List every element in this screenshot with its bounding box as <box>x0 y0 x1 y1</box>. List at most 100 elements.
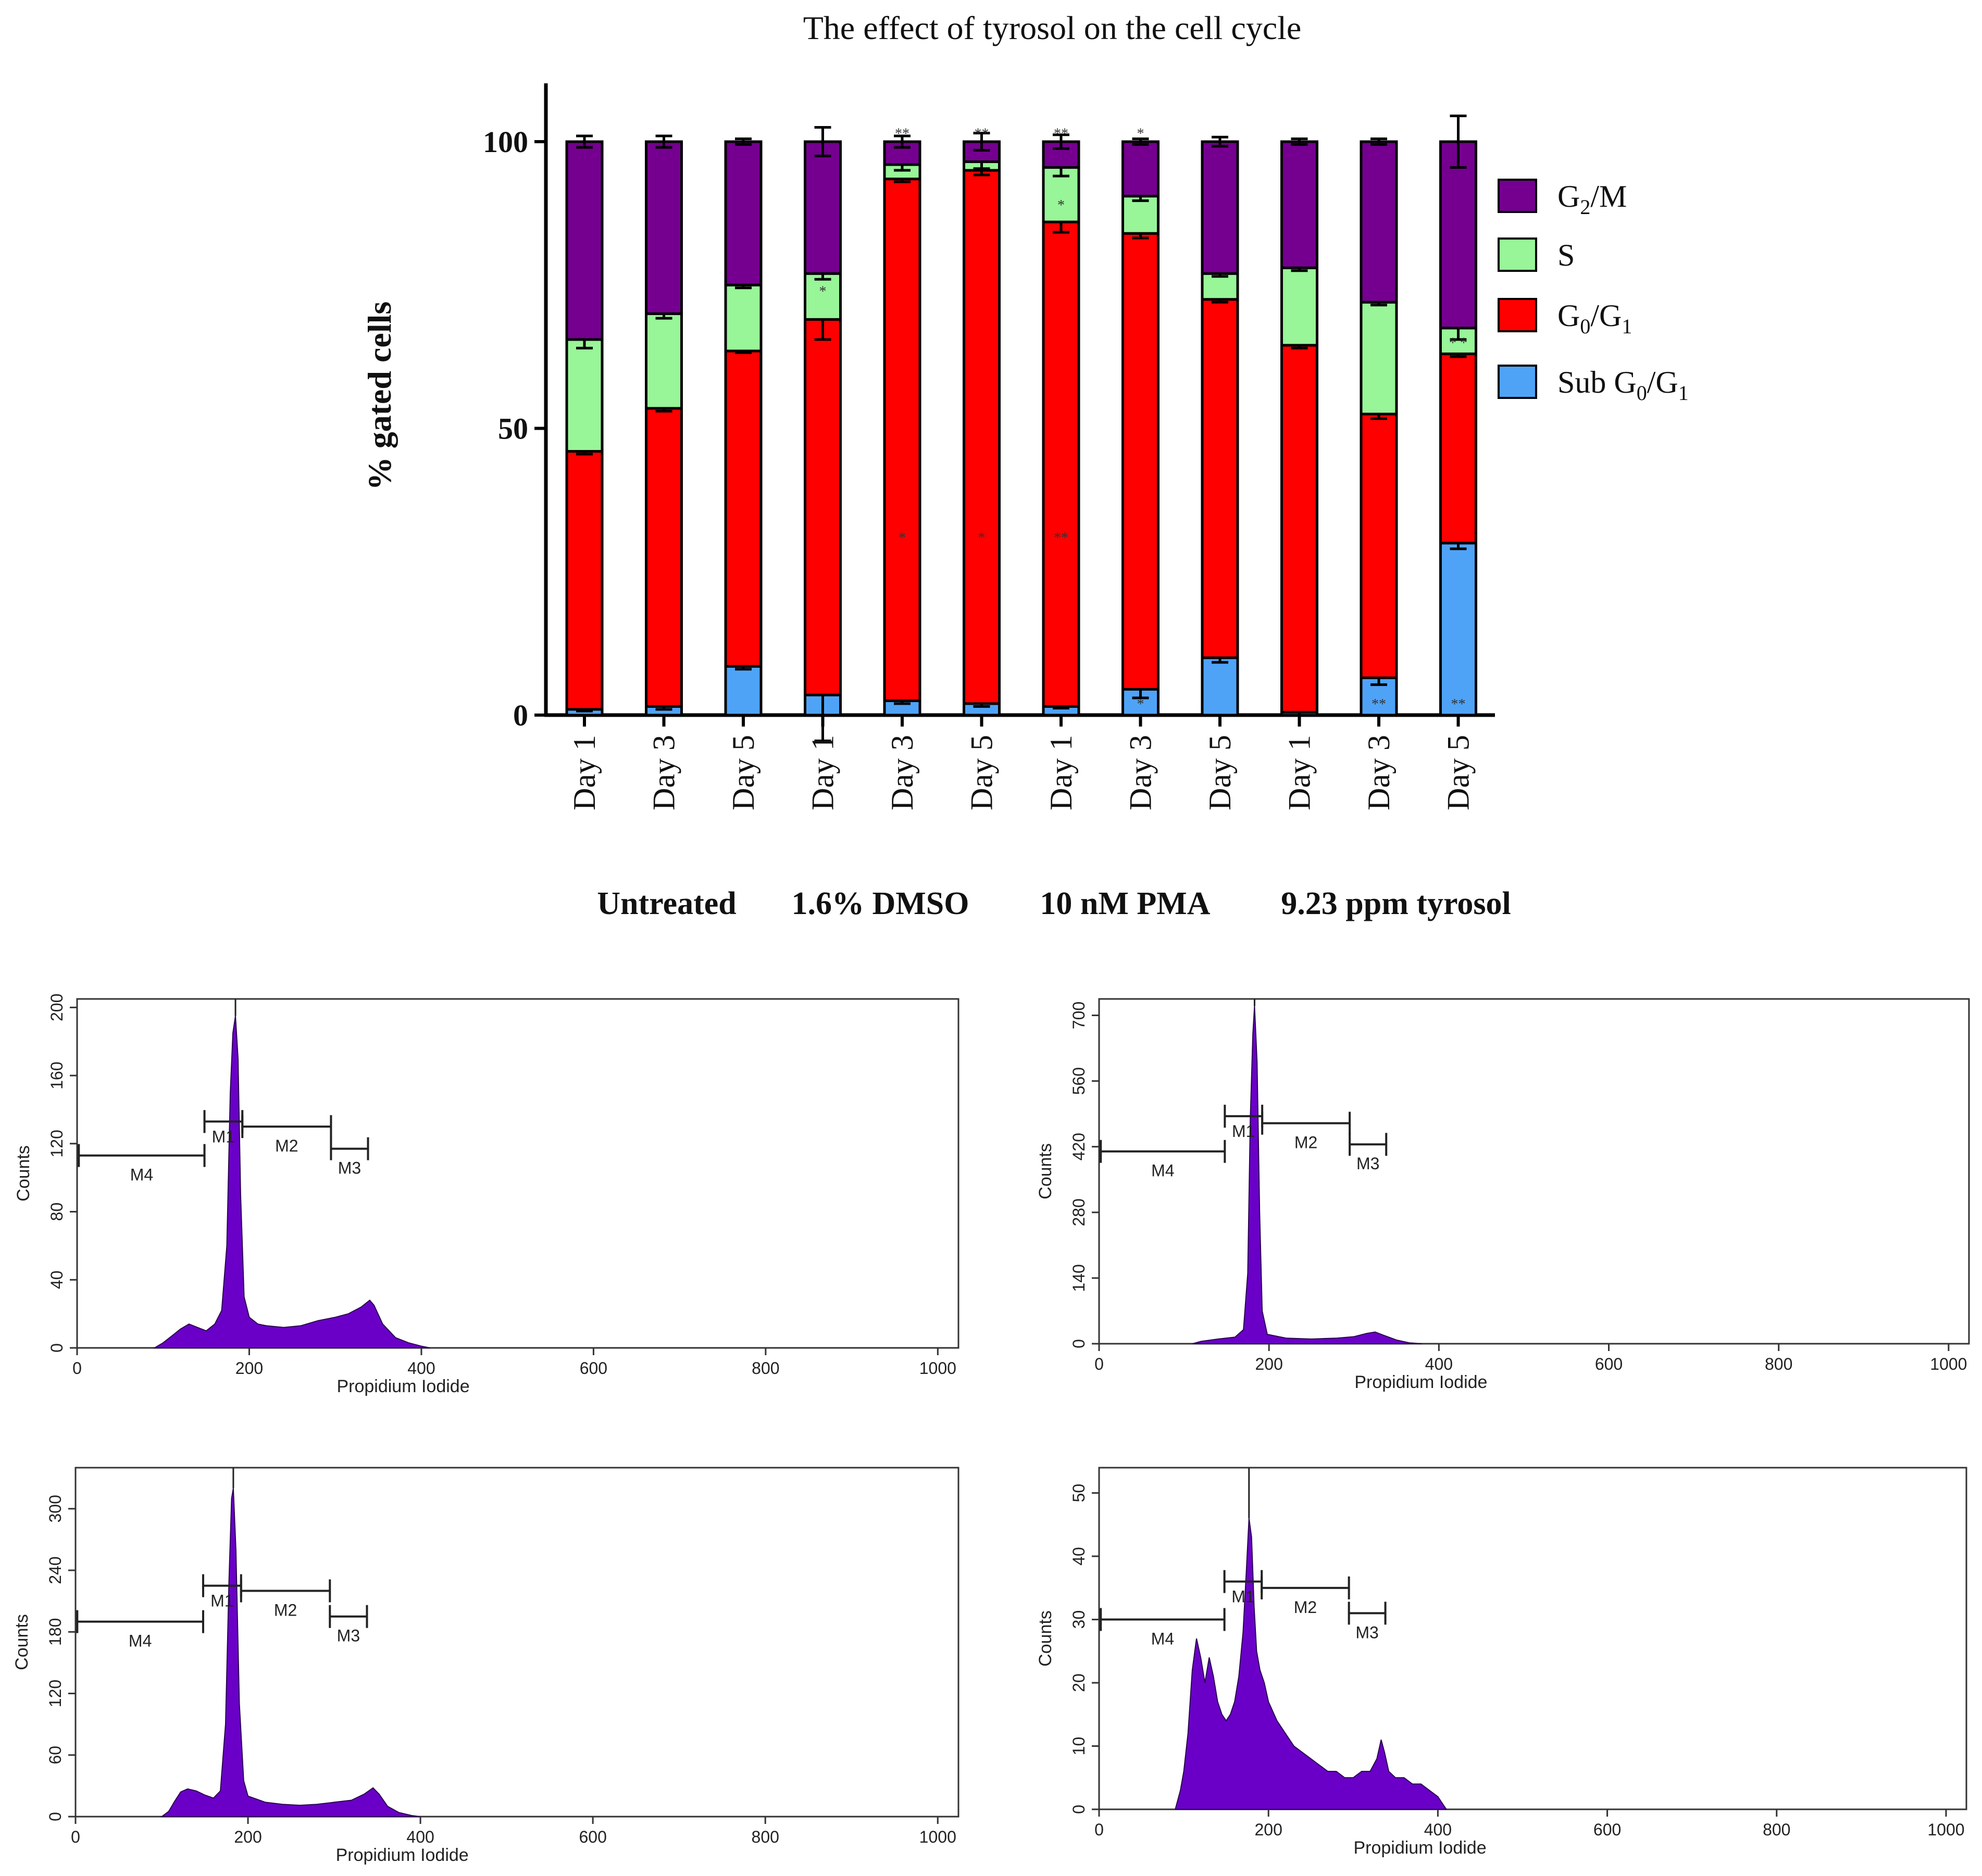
x-tick-label: Day 5 <box>965 735 999 810</box>
x-tick-label: 1000 <box>1927 1820 1964 1839</box>
y-tick-label: 180 <box>46 1618 65 1646</box>
gate-label: M3 <box>337 1627 360 1645</box>
bar-segment-g0-g1 <box>1360 412 1398 679</box>
bar-segment-g0-g1 <box>1280 344 1318 714</box>
x-tick-label: Day 5 <box>1203 735 1237 810</box>
stacked-bar-chart: The effect of tyrosol on the cell cycle … <box>361 9 1689 921</box>
bar-segment-g2-m <box>1439 140 1477 330</box>
x-tick-label: 0 <box>1094 1820 1104 1839</box>
significance-marker: ** <box>895 126 909 142</box>
plot-frame <box>74 1467 959 1818</box>
legend-label: Sub G0/G1 <box>1557 365 1689 405</box>
group-label: 1.6% DMSO <box>792 886 969 921</box>
x-tick-label: Day 3 <box>1362 735 1396 810</box>
x-tick-label: 400 <box>1425 1355 1453 1373</box>
y-axis-label: % gated cells <box>361 302 398 491</box>
gate-label: M2 <box>1294 1133 1317 1152</box>
x-axis-label: Propidium Iodide <box>336 1377 469 1396</box>
y-tick-label: 560 <box>1069 1067 1088 1095</box>
bar-segment-g0-g1 <box>1121 232 1160 691</box>
y-tick-label: 200 <box>47 994 66 1021</box>
histogram-bottom-left: M4 M1 M2 M3 0 200 400 600 800 1000 0 60 120 180 240 300… <box>12 1467 959 1865</box>
y-tick-label: 700 <box>1069 1002 1088 1029</box>
bar-segment-s <box>724 283 763 353</box>
histogram-area <box>1174 1518 1448 1810</box>
y-tick-label: 60 <box>46 1746 65 1765</box>
x-tick-label: 600 <box>579 1828 606 1846</box>
significance-marker: * <box>978 530 986 546</box>
gate-label: M4 <box>130 1166 153 1184</box>
bar-segment-g2-m <box>724 140 763 286</box>
x-tick-label: 600 <box>1593 1820 1621 1839</box>
y-tick-label: 420 <box>1069 1133 1088 1160</box>
x-tick-label: 800 <box>1765 1355 1792 1373</box>
x-tick-label: 400 <box>406 1828 434 1846</box>
x-tick-label: 400 <box>407 1359 435 1378</box>
histogram-bottom-right: M4 M1 M2 M3 0 200 400 600 800 1000 0 10 20 30 40 50 Prop… <box>1036 1467 1967 1858</box>
gate-label: M1 <box>210 1592 233 1610</box>
gate-label: M3 <box>1356 1154 1379 1173</box>
x-tick-label: Day 1 <box>567 735 602 810</box>
y-tick-label: 160 <box>47 1061 66 1089</box>
bar-segment-sub-g0-g1 <box>1439 542 1477 717</box>
y-tick-label: 120 <box>47 1130 66 1157</box>
significance-marker: ** <box>1054 126 1068 142</box>
legend-swatch <box>1498 298 1537 332</box>
x-tick-label: Day 5 <box>1441 735 1476 810</box>
y-tick-label: 140 <box>1069 1264 1088 1292</box>
x-tick-label: Day 1 <box>1282 735 1317 810</box>
gate-label: M4 <box>1151 1630 1174 1648</box>
x-tick-label: 800 <box>1763 1820 1790 1839</box>
significance-marker: * <box>1057 197 1065 214</box>
bar-segment-g2-m <box>804 140 842 275</box>
bar-segment-g0-g1 <box>724 349 763 668</box>
y-tick-label: 30 <box>1069 1610 1088 1629</box>
histogram-area <box>160 1488 421 1817</box>
legend-swatch <box>1498 237 1537 272</box>
legend-label: G2/M <box>1557 179 1627 219</box>
significance-marker: * <box>819 283 827 299</box>
bar-segment-g0-g1 <box>1439 352 1477 545</box>
x-tick-label: 0 <box>1094 1355 1104 1373</box>
significance-marker: ** <box>1451 696 1466 712</box>
legend-swatch <box>1498 365 1537 399</box>
y-tick-label: 0 <box>513 698 528 732</box>
x-tick-label: Day 1 <box>806 735 840 810</box>
gate-label: M3 <box>338 1159 361 1178</box>
bar-segment-g0-g1 <box>804 318 842 696</box>
x-tick-label: 0 <box>72 1359 82 1378</box>
x-tick-label: 200 <box>1255 1820 1282 1839</box>
y-tick-label: 20 <box>1069 1673 1088 1692</box>
y-axis-label: Counts <box>14 1145 33 1202</box>
gate-label: M4 <box>1151 1161 1174 1180</box>
x-axis-label: Propidium Iodide <box>1353 1838 1486 1858</box>
bar-segment-g0-g1 <box>1042 220 1080 708</box>
y-axis-label: Counts <box>12 1614 32 1670</box>
y-tick-label: 280 <box>1069 1198 1088 1226</box>
bar-segment-g0-g1 <box>645 407 683 708</box>
legend: G2/M S G0/G1 Sub G0/G1 <box>1498 179 1689 405</box>
group-label: 10 nM PMA <box>1040 886 1210 921</box>
bar-segment-g2-m <box>1121 140 1160 198</box>
legend-label: S <box>1557 238 1575 272</box>
x-tick-label: Day 1 <box>1044 735 1078 810</box>
x-tick-label: 200 <box>235 1359 263 1378</box>
significance-marker: * <box>1137 696 1144 712</box>
x-tick-label: Day 3 <box>647 735 681 810</box>
y-tick-label: 0 <box>47 1343 66 1353</box>
bar-segment-sub-g0-g1 <box>1201 656 1239 717</box>
bar-plot-area: 0 50 100 Day 1 Day 3 Day 5 Day 1 Day 3 Day 5 Day … <box>483 83 1495 810</box>
gate-label: M2 <box>274 1600 297 1619</box>
bar-segment-g2-m <box>1360 140 1398 304</box>
x-tick-label: 800 <box>752 1828 779 1846</box>
y-tick-label: 50 <box>498 412 528 446</box>
significance-marker: * <box>1137 126 1144 142</box>
bar-segment-g2-m <box>1201 140 1239 275</box>
group-labels: Untreated 1.6% DMSO 10 nM PMA 9.23 ppm tyro… <box>597 886 1511 921</box>
x-tick-label: Day 3 <box>1124 735 1158 810</box>
y-tick-label: 100 <box>483 125 528 159</box>
plot-frame <box>1098 998 1970 1345</box>
y-tick-label: 40 <box>1069 1547 1088 1566</box>
bar-segment-g0-g1 <box>1201 298 1239 659</box>
